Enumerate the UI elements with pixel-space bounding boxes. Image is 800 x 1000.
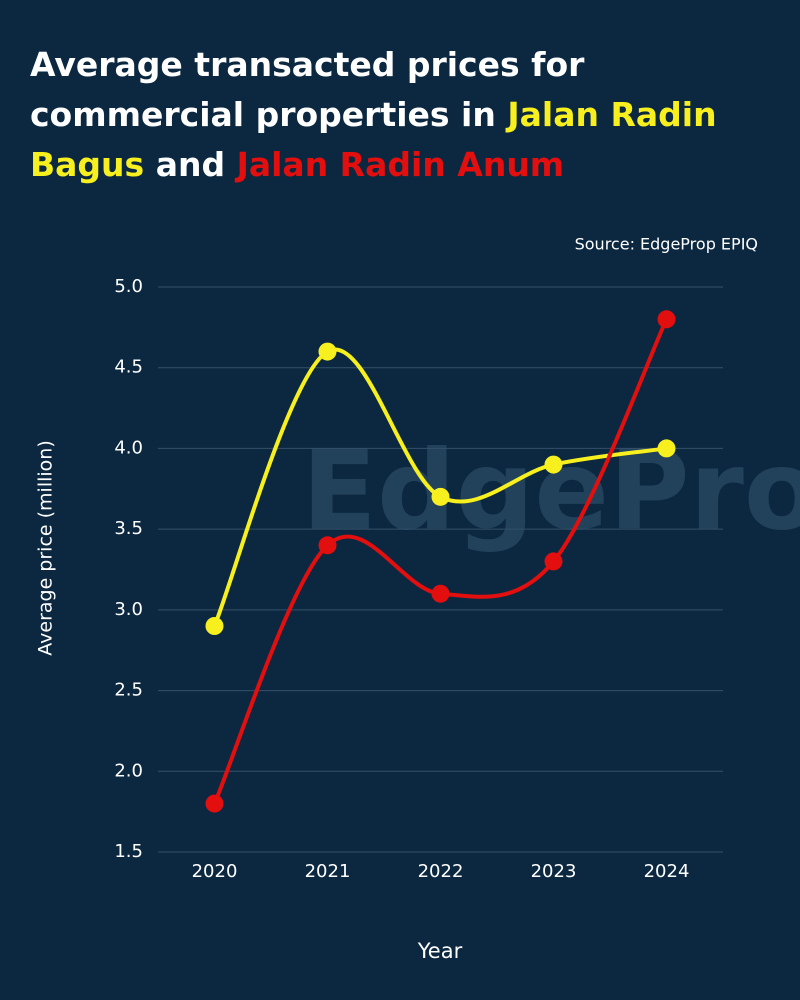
- x-tick-label: 2021: [305, 861, 351, 882]
- point: [318, 536, 337, 555]
- x-tick-label: 2023: [531, 861, 577, 882]
- point: [205, 794, 224, 813]
- point: [431, 487, 450, 506]
- x-tick-label: 2020: [192, 861, 238, 882]
- y-tick-label: 1.5: [114, 841, 143, 862]
- title-series: Jalan Radin Anum: [236, 145, 565, 184]
- series-line: [212, 347, 667, 627]
- chart-title: Average transacted prices for commercial…: [30, 40, 790, 190]
- title-series: Jalan Radin Bagus: [30, 95, 717, 184]
- title-text: and: [155, 145, 226, 184]
- y-axis-label: Average price (million): [35, 440, 57, 656]
- x-tick-label: 2022: [418, 861, 464, 882]
- point: [657, 310, 676, 329]
- y-tick-label: 3.0: [114, 599, 143, 620]
- y-tick-label: 4.5: [114, 357, 143, 378]
- watermark: EdgeProp: [302, 426, 800, 554]
- title-text: Average transacted prices for commercial…: [30, 45, 585, 134]
- y-tick-label: 3.5: [114, 518, 143, 539]
- series-line: [212, 318, 669, 805]
- source: Source: EdgeProp EPIQ: [575, 235, 758, 254]
- point: [205, 617, 224, 635]
- point: [431, 584, 450, 603]
- y-tick-label: 4.0: [114, 437, 143, 458]
- y-tick-label: 2.5: [114, 680, 143, 701]
- point: [657, 439, 676, 458]
- y-tick-label: 2.0: [114, 760, 143, 781]
- x-axis-label: Year: [417, 939, 463, 963]
- point: [544, 455, 563, 474]
- point: [544, 552, 563, 571]
- y-tick-label: 5.0: [114, 276, 143, 297]
- x-tick-label: 2024: [644, 861, 690, 882]
- point: [318, 342, 337, 361]
